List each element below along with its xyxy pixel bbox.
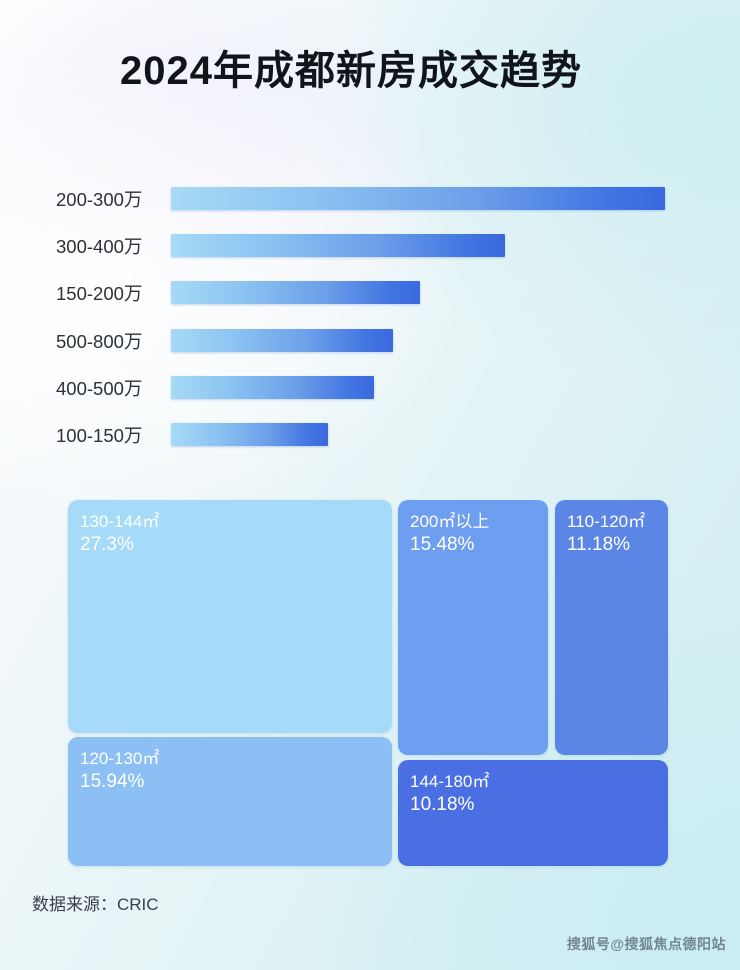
treemap-cell: 120-130㎡ 15.94% [68, 737, 392, 866]
treemap-cell: 110-120㎡ 11.18% [555, 500, 668, 755]
bar-row: 300-400万 [0, 234, 740, 258]
bar-row: 400-500万 [0, 375, 740, 400]
treemap-cell-name: 144-180㎡ [410, 772, 490, 791]
bar-row: 200-300万 [0, 187, 740, 211]
bar-category-label: 500-800万 [56, 330, 143, 352]
bar-fill [171, 375, 374, 399]
bar-category-label: 400-500万 [56, 377, 143, 399]
treemap-chart: 130-144㎡ 27.3% 120-130㎡ 15.94% 200㎡以上 15.48% 1… [68, 500, 668, 866]
treemap-cell-value: 15.48% [410, 533, 475, 555]
treemap-cell-value: 15.94% [80, 770, 145, 792]
bar-row: 100-150万 [0, 423, 740, 447]
treemap-cell: 144-180㎡ 10.18% [398, 760, 668, 866]
data-source-label: 数据来源：CRIC [32, 895, 159, 914]
bar-row: 500-800万 [0, 328, 740, 353]
bar-fill [171, 328, 393, 352]
bar-track [171, 423, 328, 446]
bar-category-label: 150-200万 [56, 283, 143, 305]
treemap-cell: 200㎡以上 15.48% [398, 500, 548, 755]
page-title: 2024年成都新房成交趋势 [120, 49, 582, 93]
treemap-cell-value: 27.3% [80, 533, 134, 555]
treemap-cell: 130-144㎡ 27.3% [68, 500, 392, 733]
bar-track [171, 375, 374, 399]
bar-category-label: 200-300万 [56, 189, 143, 210]
bar-fill [171, 234, 505, 258]
bar-fill [171, 281, 420, 305]
bar-track [171, 328, 393, 352]
bar-track [171, 187, 665, 210]
bar-track [171, 281, 420, 305]
bar-row: 150-200万 [0, 281, 740, 305]
watermark-label: 搜狐号@搜狐焦点德阳站 [566, 936, 726, 952]
bar-chart: 200-300万 300-400万 150-200万 500-800万 400-500万… [0, 176, 740, 456]
bar-category-label: 100-150万 [56, 425, 143, 446]
treemap-cell-name: 130-144㎡ [80, 512, 160, 531]
bar-track [171, 234, 505, 258]
treemap-cell-name: 200㎡以上 [410, 512, 490, 531]
treemap-cell-value: 11.18% [567, 533, 631, 555]
bar-fill [171, 187, 665, 210]
treemap-cell-name: 110-120㎡ [567, 512, 646, 531]
bar-category-label: 300-400万 [56, 236, 143, 258]
treemap-cell-name: 120-130㎡ [80, 749, 160, 768]
bar-fill [171, 423, 328, 446]
treemap-cell-value: 10.18% [410, 793, 475, 815]
